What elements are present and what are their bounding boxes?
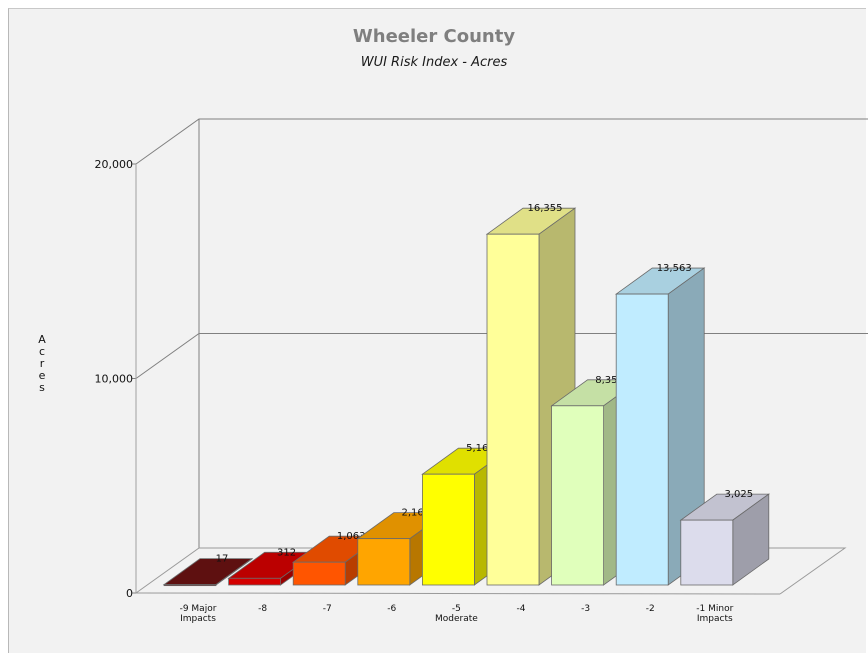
data-label: 8,354 <box>595 375 624 386</box>
x-tick-label: -9 Major <box>180 604 217 614</box>
data-label: 312 <box>277 547 296 558</box>
data-label: 17 <box>216 554 229 565</box>
data-label: 16,355 <box>528 203 563 214</box>
bar <box>421 473 475 586</box>
bar <box>486 233 540 586</box>
data-label: 1,063 <box>337 531 366 542</box>
data-label: 3,025 <box>724 489 753 500</box>
data-label: 13,563 <box>657 263 692 274</box>
data-label: 5,166 <box>466 443 495 454</box>
x-tick-label: -5 <box>452 604 461 614</box>
x-tick-label: -2 <box>646 604 655 614</box>
bar <box>615 293 669 586</box>
x-tick-label: Moderate <box>435 614 478 624</box>
x-tick-label: -8 <box>258 604 267 614</box>
bar <box>228 577 282 586</box>
bar <box>163 584 217 587</box>
y-axis-label-char: c <box>38 345 46 358</box>
y-tick-label: 0 <box>126 587 133 600</box>
floor-front-edge <box>135 592 781 595</box>
gridline <box>135 118 868 165</box>
bar <box>292 561 346 586</box>
y-tick-label: 10,000 <box>95 373 134 386</box>
bar <box>680 519 734 586</box>
x-tick-label: Impacts <box>180 614 216 624</box>
y-axis-label-char: A <box>38 333 46 346</box>
y-tick-label: 20,000 <box>95 158 134 171</box>
y-axis-label-char: s <box>39 381 45 394</box>
bar <box>551 405 604 586</box>
x-tick-label: Impacts <box>697 614 733 624</box>
data-label: 2,161 <box>401 508 430 519</box>
x-tick-label: -4 <box>517 604 526 614</box>
x-tick-label: -3 <box>581 604 590 614</box>
x-tick-label: -1 Minor <box>696 604 733 614</box>
x-tick-label: -6 <box>387 604 396 614</box>
chart-subtitle: WUI Risk Index - Acres <box>360 55 508 70</box>
y-axis-label-char: r <box>39 357 45 370</box>
bar <box>357 538 411 586</box>
y-axis-label-char: e <box>38 369 46 382</box>
chart-title: Wheeler County <box>352 26 516 47</box>
x-tick-label: -7 <box>323 604 332 614</box>
